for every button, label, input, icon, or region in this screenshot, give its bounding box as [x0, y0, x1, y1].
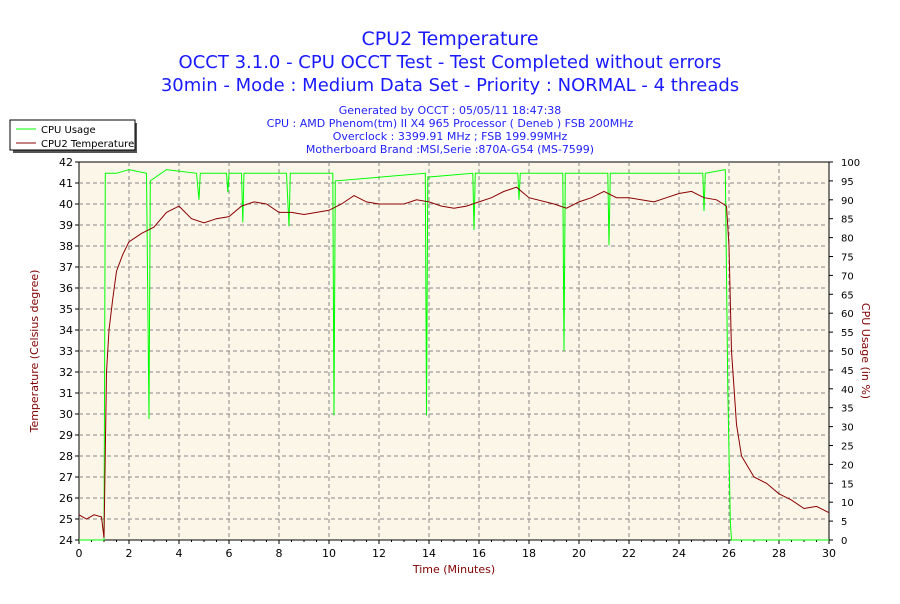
y-tick-label: 29 [59, 429, 73, 442]
y-tick-label: 25 [59, 513, 73, 526]
y2-tick-label: 55 [841, 328, 854, 339]
y2-tick-label: 100 [841, 158, 860, 169]
y2-tick-label: 45 [841, 366, 854, 377]
cpu-usage-line [79, 169, 829, 541]
x-tick-label: 0 [76, 547, 83, 560]
x-tick-label: 18 [522, 547, 536, 560]
y2-tick-label: 15 [841, 479, 854, 490]
x-tick-label: 16 [472, 547, 486, 560]
legend-label-temperature: CPU2 Temperature [41, 139, 134, 150]
x-tick-label: 20 [572, 547, 586, 560]
y2-tick-label: 85 [841, 215, 854, 226]
x-tick-label: 24 [672, 547, 686, 560]
x-tick-label: 4 [176, 547, 183, 560]
y-tick-label: 42 [59, 156, 73, 169]
chart-subtitle-2: 30min - Mode : Medium Data Set - Priorit… [161, 75, 739, 96]
info-generated: Generated by OCCT : 05/05/11 18:47:38 [339, 104, 562, 117]
x-tick-label: 6 [226, 547, 233, 560]
y2-tick-label: 20 [841, 460, 854, 471]
x-tick-label: 28 [772, 547, 786, 560]
info-overclock: Overclock : 3399.91 MHz ; FSB 199.99MHz [333, 130, 568, 143]
y2-tick-label: 10 [841, 498, 854, 509]
y2-tick-label: 90 [841, 196, 854, 207]
y-tick-label: 33 [59, 345, 73, 358]
y-tick-label: 34 [59, 324, 73, 337]
x-tick-label: 10 [322, 547, 336, 560]
x-axis-label: Time (Minutes) [412, 563, 495, 576]
y-tick-label: 27 [59, 471, 73, 484]
y-tick-label: 41 [59, 177, 73, 190]
y2-tick-label: 70 [841, 271, 854, 282]
y2-tick-label: 80 [841, 234, 854, 245]
y2-tick-label: 30 [841, 423, 854, 434]
y2-tick-label: 25 [841, 442, 854, 453]
y2-tick-label: 50 [841, 347, 854, 358]
y-tick-label: 32 [59, 366, 73, 379]
x-tick-label: 26 [722, 547, 736, 560]
y-tick-label: 39 [59, 219, 73, 232]
y2-tick-label: 35 [841, 404, 854, 415]
info-cpu: CPU : AMD Phenom(tm) II X4 965 Processor… [267, 117, 634, 130]
y-tick-label: 30 [59, 408, 73, 421]
x-tick-label: 2 [126, 547, 133, 560]
y2-tick-label: 95 [841, 177, 854, 188]
y2-axis-label: CPU Usage (in %) [859, 303, 872, 399]
x-tick-label: 30 [822, 547, 836, 560]
y-tick-label: 35 [59, 303, 73, 316]
y-tick-label: 31 [59, 387, 73, 400]
cpu2-temperature-line [78, 186, 830, 538]
x-tick-label: 14 [422, 547, 436, 560]
legend-label-usage: CPU Usage [41, 125, 96, 136]
y-tick-label: 37 [59, 261, 73, 274]
x-tick-label: 12 [372, 547, 386, 560]
y-axis-label: Temperature (Celsius degree) [28, 270, 41, 434]
x-tick-label: 22 [622, 547, 636, 560]
x-tick-label: 8 [276, 547, 283, 560]
y-tick-label: 36 [59, 282, 73, 295]
y2-tick-label: 40 [841, 385, 854, 396]
y2-tick-label: 75 [841, 253, 854, 264]
info-motherboard: Motherboard Brand :MSI,Serie :870A-G54 (… [306, 143, 594, 156]
y2-tick-label: 65 [841, 290, 854, 301]
chart-subtitle-1: OCCT 3.1.0 - CPU OCCT Test - Test Comple… [179, 52, 722, 73]
y2-tick-label: 0 [841, 536, 847, 547]
chart-title: CPU2 Temperature [361, 28, 538, 50]
y-tick-label: 40 [59, 198, 73, 211]
y-tick-label: 26 [59, 492, 73, 505]
legend: CPU Usage CPU2 Temperature [9, 119, 137, 153]
y2-tick-label: 5 [841, 517, 847, 528]
y2-tick-label: 60 [841, 309, 854, 320]
y-tick-label: 28 [59, 450, 73, 463]
y-tick-label: 24 [59, 534, 73, 547]
y-tick-label: 38 [59, 240, 73, 253]
